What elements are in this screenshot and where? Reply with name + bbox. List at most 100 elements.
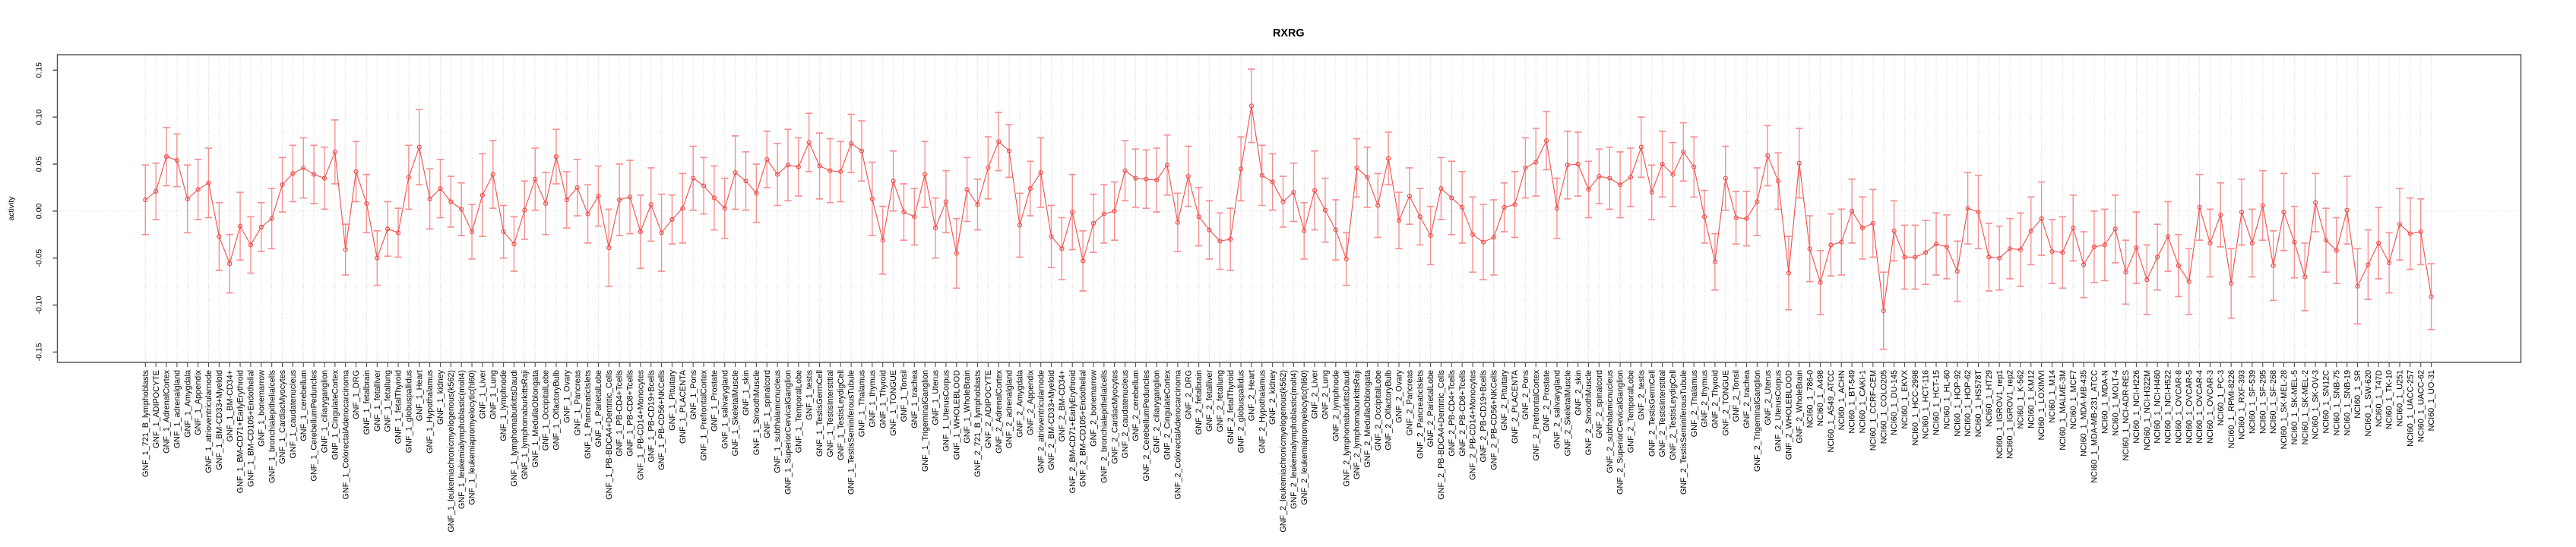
data-point	[838, 169, 843, 174]
data-point	[1144, 176, 1149, 182]
x-tick-label: GNF_2_UterusCorpus	[1774, 369, 1783, 451]
data-point	[1133, 175, 1138, 181]
x-tick-label: NCI60_1_OVCAR-5	[2185, 370, 2194, 444]
x-tick-label: GNF_1_TestisSeminiferousTubule	[847, 370, 856, 495]
x-tick-label: NCI60_1_CAKI-1	[1859, 370, 1868, 433]
x-tick-label: GNF_2_TestisSeminiferousTubule	[1679, 370, 1688, 495]
x-tick-label: GNF_2_leukemiapromyelocytic(hl60)	[1300, 370, 1309, 505]
data-point	[1944, 244, 1949, 249]
x-tick-label: GNF_1_OccipitalLobe	[542, 370, 551, 451]
x-tick-label: GNF_2_Lung	[1321, 370, 1331, 419]
data-point	[2355, 283, 2360, 289]
x-tick-label: GNF_1_caudatenucleus	[289, 369, 298, 458]
data-point	[733, 170, 738, 175]
x-tick-label: GNF_2_testis	[1637, 369, 1646, 420]
data-point	[258, 224, 264, 229]
data-point	[332, 149, 337, 155]
x-tick-label: GNF_2_TrigeminalGanglion	[1753, 370, 1762, 472]
data-point	[511, 242, 517, 247]
x-tick-label: GNF_1_TemporalLobe	[794, 370, 803, 453]
x-tick-label: GNF_2_trachea	[1742, 370, 1752, 428]
data-point	[2323, 238, 2329, 243]
x-tick-label: NCI60_1_KM12	[2027, 370, 2036, 428]
x-tick-label: GNF_1_TestisLeydigCell	[837, 370, 846, 460]
data-point	[469, 229, 475, 235]
data-point	[2091, 244, 2097, 249]
data-point	[1407, 193, 1412, 199]
data-point	[869, 196, 875, 201]
x-tick-label: GNF_2_Pons	[1521, 369, 1530, 419]
data-point	[1933, 242, 1939, 247]
data-point	[321, 175, 328, 181]
data-point	[2334, 248, 2339, 253]
y-axis-label: activity	[7, 196, 16, 221]
data-point	[785, 163, 791, 168]
x-tick-label: GNF_1_TestisGermCell	[815, 370, 824, 457]
x-tick-label: NCI60_1_SF-539	[2248, 370, 2258, 434]
x-tick-label: GNF_1_Pituitary	[668, 369, 677, 430]
x-tick-label: NCI60_1_TK-10	[2385, 370, 2394, 429]
data-point	[522, 207, 527, 213]
data-point	[1027, 186, 1033, 191]
x-tick-label: GNF_1_Uterus	[932, 369, 941, 425]
data-point	[1460, 204, 1465, 210]
data-point	[1228, 236, 1233, 242]
data-point	[859, 148, 865, 153]
data-point	[880, 238, 885, 243]
x-tick-label: GNF_1_salivarygland	[720, 370, 729, 449]
x-tick-label: NCI60_1_OVCAR-3	[2206, 370, 2215, 444]
x-tick-label: GNF_2_PB-CD8+Tcells	[1458, 369, 1467, 456]
data-point	[1597, 173, 1602, 179]
data-point	[1438, 186, 1444, 191]
data-point	[1291, 190, 1296, 195]
x-tick-label: GNF_1_SuperiorCervicalGanglion	[784, 370, 793, 495]
data-point	[806, 140, 812, 145]
data-point	[1691, 164, 1697, 169]
x-tick-label: NCI60_1_M14	[2048, 370, 2057, 423]
data-point	[2429, 294, 2434, 299]
x-tick-label: GNF_2_lymphnode	[1331, 370, 1340, 441]
data-point	[312, 172, 317, 177]
x-tick-label: NCI60_1_NCI-H460	[2154, 370, 2163, 444]
data-point	[964, 187, 970, 192]
x-tick-label: NCI60_1_SF-268	[2269, 370, 2278, 434]
x-tick-label: NCI60_1_HOP-92	[1953, 370, 1962, 437]
x-tick-label: GNF_1_MedullaOblongata	[531, 370, 540, 467]
data-point	[648, 202, 653, 207]
x-tick-label: GNF_2_globuspallidus	[1237, 369, 1246, 453]
data-point	[2028, 228, 2033, 233]
x-tick-label: GNF_2_TestisLeydigCell	[1669, 370, 1678, 460]
x-tick-label: GNF_2_kidney	[1268, 369, 1277, 425]
x-tick-label: GNF_1_Liver	[479, 370, 488, 419]
data-point	[490, 172, 495, 177]
data-point	[375, 255, 380, 261]
data-point	[533, 176, 538, 182]
x-tick-label: GNF_1_SmoothMuscle	[752, 370, 761, 455]
data-point	[596, 193, 601, 199]
data-point	[1354, 165, 1359, 171]
x-tick-label: GNF_1_Pons	[689, 369, 698, 419]
data-point	[1502, 204, 1507, 210]
data-point	[438, 186, 443, 191]
data-point	[1017, 223, 1023, 228]
x-tick-label: GNF_2_OlfactoryBulb	[1385, 370, 1394, 451]
x-tick-label: GNF_2_Uterus	[1764, 369, 1773, 425]
x-tick-label: NCI60_1_UO-31	[2427, 370, 2436, 431]
data-point	[1312, 188, 1318, 193]
x-tick-label: NCI60_1_DU-145	[1890, 370, 1899, 435]
data-point	[1723, 175, 1728, 181]
data-point	[1607, 175, 1612, 181]
data-point	[395, 230, 401, 236]
data-point	[2081, 262, 2087, 267]
y-tick-label: 0.15	[35, 62, 44, 78]
x-tick-label: GNF_1_Thalamus	[858, 369, 867, 437]
data-point	[2229, 280, 2234, 286]
x-tick-label: GNF_2_Ovary	[1395, 369, 1404, 422]
x-tick-label: NCI60_1_U251	[2396, 370, 2405, 426]
x-tick-label: GNF_2_cerebellum	[1131, 370, 1141, 441]
data-point	[416, 144, 422, 150]
data-point	[2239, 209, 2245, 215]
data-point	[2071, 226, 2076, 231]
x-tick-label: GNF_1_SkeletalMuscle	[731, 370, 740, 456]
